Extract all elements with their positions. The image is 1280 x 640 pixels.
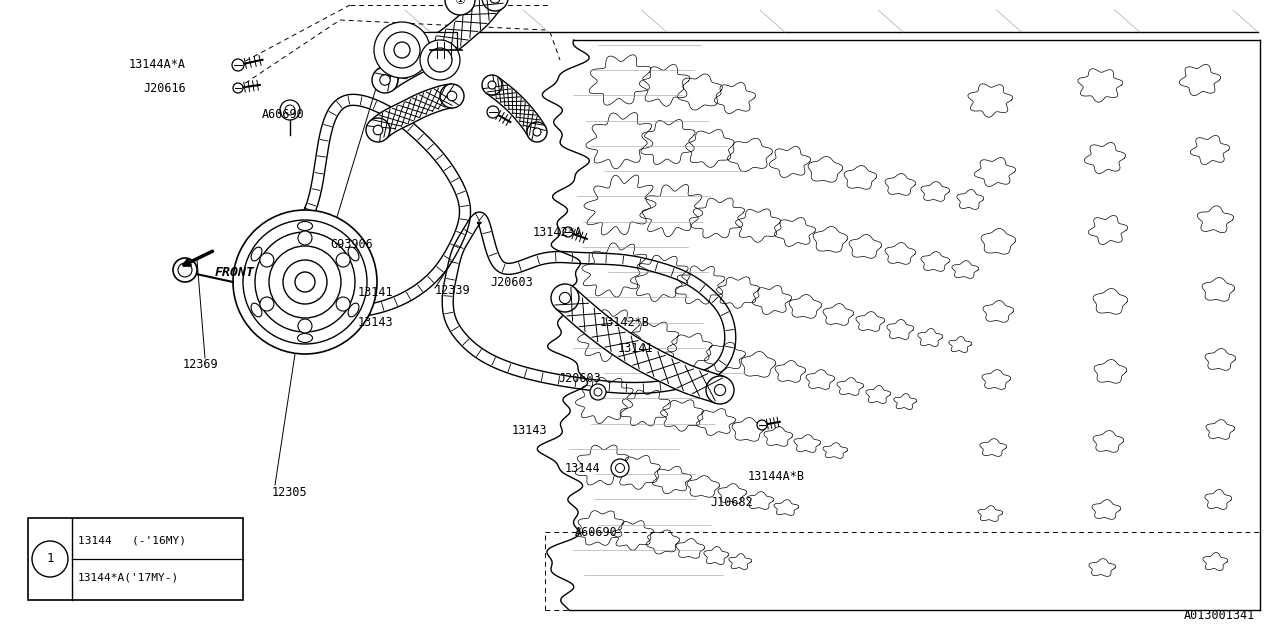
Text: 13142*B: 13142*B (600, 316, 650, 328)
Text: 13141: 13141 (358, 285, 394, 298)
Text: 13144*A('17MY-): 13144*A('17MY-) (78, 573, 179, 583)
Circle shape (707, 376, 733, 404)
Circle shape (173, 258, 197, 282)
Text: 12305: 12305 (273, 486, 307, 499)
Circle shape (337, 297, 351, 311)
Ellipse shape (348, 247, 358, 261)
Circle shape (366, 118, 390, 142)
Circle shape (483, 0, 508, 11)
Circle shape (232, 59, 244, 71)
Circle shape (260, 253, 274, 267)
Text: 13142*A: 13142*A (532, 225, 582, 239)
Circle shape (483, 75, 502, 95)
Ellipse shape (297, 333, 312, 342)
Text: A60690: A60690 (575, 525, 618, 538)
Bar (28, 518, 243, 600)
Circle shape (550, 284, 579, 312)
Circle shape (260, 297, 274, 311)
Circle shape (756, 420, 767, 430)
Text: J20603: J20603 (490, 275, 532, 289)
Text: 13144: 13144 (564, 461, 600, 474)
Circle shape (337, 253, 351, 267)
Text: J20603: J20603 (558, 371, 600, 385)
Ellipse shape (251, 303, 262, 317)
Circle shape (394, 42, 410, 58)
Circle shape (233, 83, 243, 93)
Circle shape (420, 40, 460, 80)
Circle shape (532, 128, 541, 136)
Circle shape (488, 81, 497, 89)
Text: 12369: 12369 (183, 358, 219, 371)
Circle shape (428, 48, 452, 72)
Circle shape (486, 106, 499, 118)
Circle shape (32, 541, 68, 577)
Text: J10682: J10682 (710, 495, 753, 509)
Text: J20616: J20616 (143, 81, 186, 95)
Ellipse shape (251, 247, 262, 261)
Circle shape (298, 319, 312, 333)
Text: ①: ① (454, 0, 466, 6)
Circle shape (590, 384, 605, 400)
Text: 13144   (-'16MY): 13144 (-'16MY) (78, 535, 186, 545)
Text: 1: 1 (46, 552, 54, 566)
Circle shape (563, 227, 573, 237)
Circle shape (380, 75, 390, 85)
Circle shape (527, 122, 547, 142)
Circle shape (447, 92, 457, 100)
Text: 13143: 13143 (512, 424, 548, 436)
Text: A013001341: A013001341 (1184, 609, 1254, 622)
Polygon shape (486, 77, 545, 137)
Text: 13141: 13141 (618, 342, 654, 355)
Text: 13143: 13143 (358, 316, 394, 328)
Text: G93906: G93906 (330, 237, 372, 250)
Text: 13144A*A: 13144A*A (129, 58, 186, 72)
Text: 12339: 12339 (435, 284, 471, 296)
Circle shape (384, 32, 420, 68)
Circle shape (490, 0, 500, 3)
Circle shape (559, 292, 571, 303)
Bar (407, 32, 457, 68)
Polygon shape (556, 288, 724, 403)
Text: A60690: A60690 (262, 109, 305, 122)
Circle shape (298, 231, 312, 245)
Ellipse shape (348, 303, 358, 317)
Circle shape (374, 22, 430, 78)
Text: FRONT: FRONT (215, 266, 255, 278)
Circle shape (440, 84, 465, 108)
Polygon shape (370, 84, 453, 139)
Circle shape (372, 67, 398, 93)
Text: 13144A*B: 13144A*B (748, 470, 805, 483)
Polygon shape (378, 0, 502, 90)
Circle shape (280, 100, 300, 120)
Circle shape (611, 459, 628, 477)
Circle shape (233, 210, 378, 354)
Ellipse shape (297, 221, 312, 230)
Circle shape (445, 0, 475, 15)
Circle shape (714, 385, 726, 396)
Circle shape (374, 125, 383, 135)
